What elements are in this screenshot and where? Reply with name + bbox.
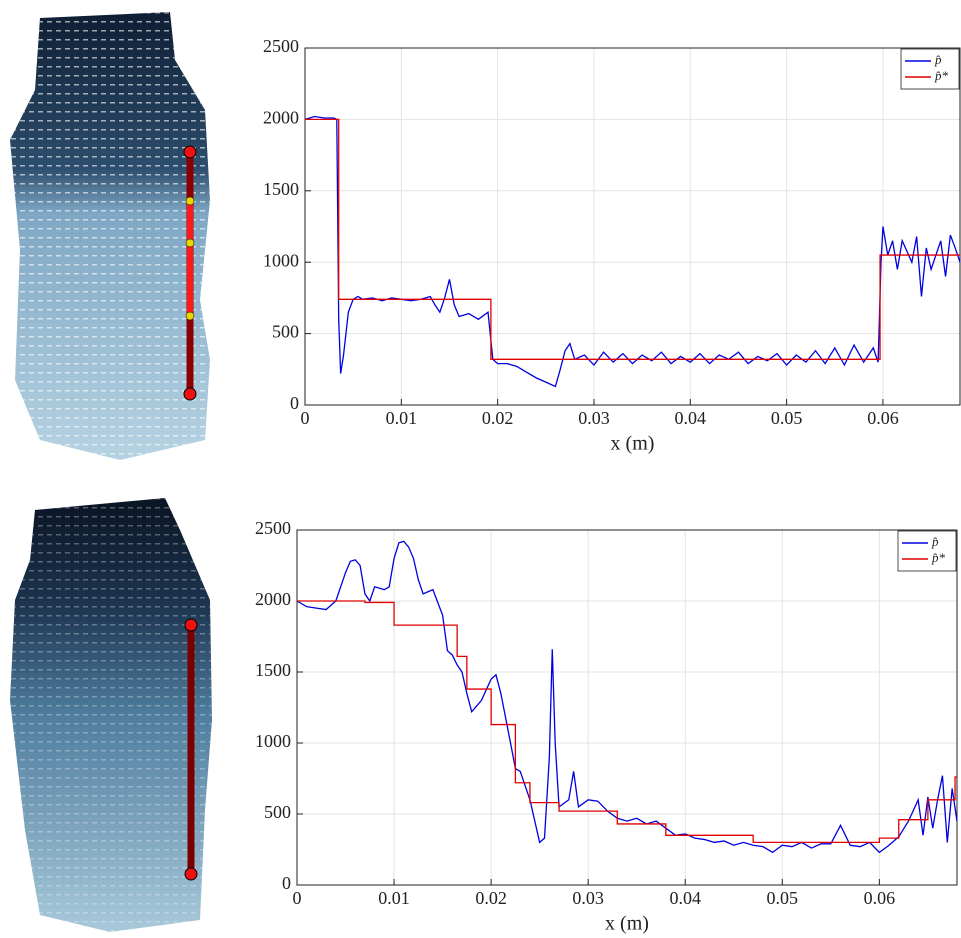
x-axis-label: x (m)	[611, 433, 655, 455]
point-cloud-top	[10, 12, 210, 460]
x-tick-label: 0.03	[578, 408, 610, 428]
x-tick-label: 0.02	[482, 408, 514, 428]
y-tick-label: 2000	[263, 108, 299, 128]
y-tick-label: 0	[282, 873, 291, 893]
figure: 0 0.01 0.02 0.03 0.04 0.05 0.06 0 500 1000 1500 200…	[0, 0, 961, 938]
x-tick-label: 0.01	[386, 408, 418, 428]
legend-label: p̂	[931, 534, 939, 549]
x-tick-label: 0	[293, 888, 302, 908]
y-tick-label: 2500	[263, 36, 299, 56]
x-tick-label: 0.05	[771, 408, 803, 428]
y-tick-label: 2500	[255, 518, 291, 538]
x-tick-label: 0.03	[572, 888, 604, 908]
legend-label: p̂*	[931, 550, 946, 565]
x-tick-label: 0	[301, 408, 310, 428]
y-tick-label: 1000	[255, 731, 291, 751]
legend-box	[901, 49, 959, 89]
data-line	[305, 117, 960, 387]
plot-frame	[305, 48, 960, 405]
x-axis-label: x (m)	[605, 913, 649, 935]
y-tick-label: 0	[290, 393, 299, 413]
x-tick-label: 0.02	[475, 888, 507, 908]
x-tick-label: 0.06	[864, 888, 896, 908]
x-tick-label: 0.06	[867, 408, 899, 428]
data-line	[305, 119, 960, 359]
y-tick-label: 1000	[263, 250, 299, 270]
legend-box	[898, 531, 956, 571]
point-cloud-bottom	[10, 498, 212, 932]
y-tick-label: 1500	[263, 179, 299, 199]
plot-frame	[297, 530, 957, 885]
x-tick-label: 0.04	[669, 888, 701, 908]
legend-label: p̂*	[934, 68, 949, 83]
y-tick-label: 500	[264, 802, 291, 822]
y-tick-label: 1500	[255, 660, 291, 680]
y-tick-label: 500	[272, 322, 299, 342]
x-tick-label: 0.04	[675, 408, 707, 428]
data-line	[297, 541, 957, 852]
y-tick-label: 2000	[255, 589, 291, 609]
data-line	[297, 601, 957, 842]
legend-label: p̂	[934, 52, 942, 67]
x-tick-label: 0.05	[767, 888, 799, 908]
x-tick-label: 0.01	[378, 888, 410, 908]
